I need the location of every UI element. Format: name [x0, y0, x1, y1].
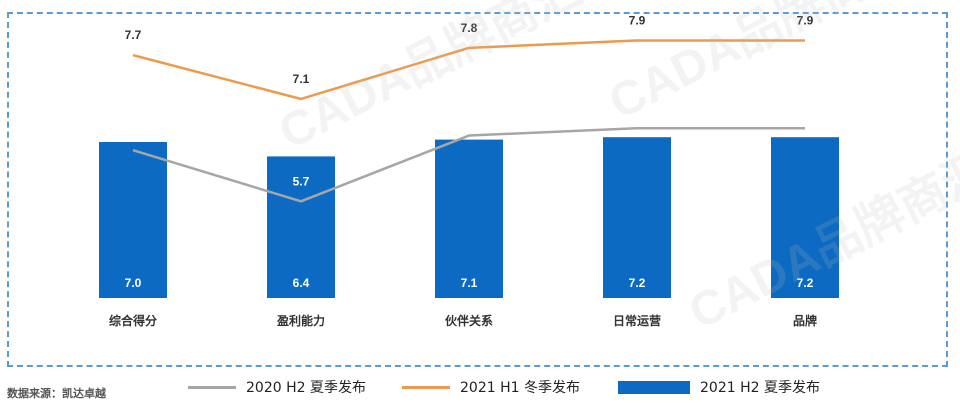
x-tick-label-1: 盈利能力	[276, 313, 325, 328]
bar-0	[99, 142, 167, 298]
legend-label-2020-h2: 2020 H2 夏季发布	[246, 380, 366, 396]
x-tick-label-2: 伙伴关系	[445, 313, 493, 328]
legend-swatch-2021-h2	[618, 380, 690, 394]
series-2020-h2-value-label-0: 6.4	[125, 123, 142, 137]
bar-3	[603, 137, 671, 298]
bar-value-label-4: 7.2	[797, 276, 814, 290]
legend-swatch-2021-h1	[402, 385, 450, 389]
bar-value-label-2: 7.1	[461, 276, 478, 290]
bar-1	[267, 156, 335, 298]
bar-value-label-0: 7.0	[125, 276, 142, 290]
series-2021-h1-value-label-4: 7.9	[797, 14, 814, 28]
source-note: 数据来源：凯达卓越	[7, 387, 106, 400]
bar-value-label-3: 7.2	[629, 276, 646, 290]
series-2020-h2-value-label-2: 6.6	[461, 109, 478, 123]
series-2020-h2-line	[132, 126, 805, 203]
bar-2	[435, 139, 503, 298]
series-2021-h1-value-label-2: 7.8	[461, 21, 478, 35]
series-2020-h2-value-label-4: 6.7	[797, 101, 814, 115]
legend-item-2021-h1: 2021 H1 冬季发布	[402, 377, 580, 397]
x-tick-label-0: 综合得分	[109, 313, 157, 328]
series-2021-h1-line	[132, 39, 805, 101]
series-2020-h2-value-label-1: 5.7	[293, 174, 310, 188]
x-tick-label-4: 品牌	[793, 313, 817, 328]
legend-item-2021-h2: 2021 H2 夏季发布	[618, 377, 820, 397]
bar-value-label-1: 6.4	[293, 276, 310, 290]
bars-layer	[99, 137, 839, 298]
chart-frame	[7, 12, 948, 367]
x-axis: 综合得分 盈利能力 伙伴关系 日常运营 品牌	[109, 313, 817, 328]
series-2021-h1-value-label-0: 7.7	[125, 28, 142, 42]
x-tick-label-3: 日常运营	[613, 313, 661, 328]
series-2021-h1-value-label-1: 7.1	[293, 72, 310, 86]
legend-label-2021-h2: 2021 H2 夏季发布	[700, 380, 820, 396]
legend-swatch-2020-h2	[188, 385, 236, 389]
legend-item-2020-h2: 2020 H2 夏季发布	[188, 377, 366, 397]
series-2020-h2-value-label-3: 6.7	[629, 101, 646, 115]
series-2021-h1-value-label-3: 7.9	[629, 14, 646, 28]
bar-4	[771, 137, 839, 298]
lines-layer	[132, 39, 805, 203]
legend-label-2021-h1: 2021 H1 冬季发布	[460, 380, 580, 396]
labels-layer: 7.0 6.4 7.1 7.2 7.2 6.4 5.7 6.6 6.7 6.7 7.7 7.1 7.8 7…	[125, 14, 814, 290]
